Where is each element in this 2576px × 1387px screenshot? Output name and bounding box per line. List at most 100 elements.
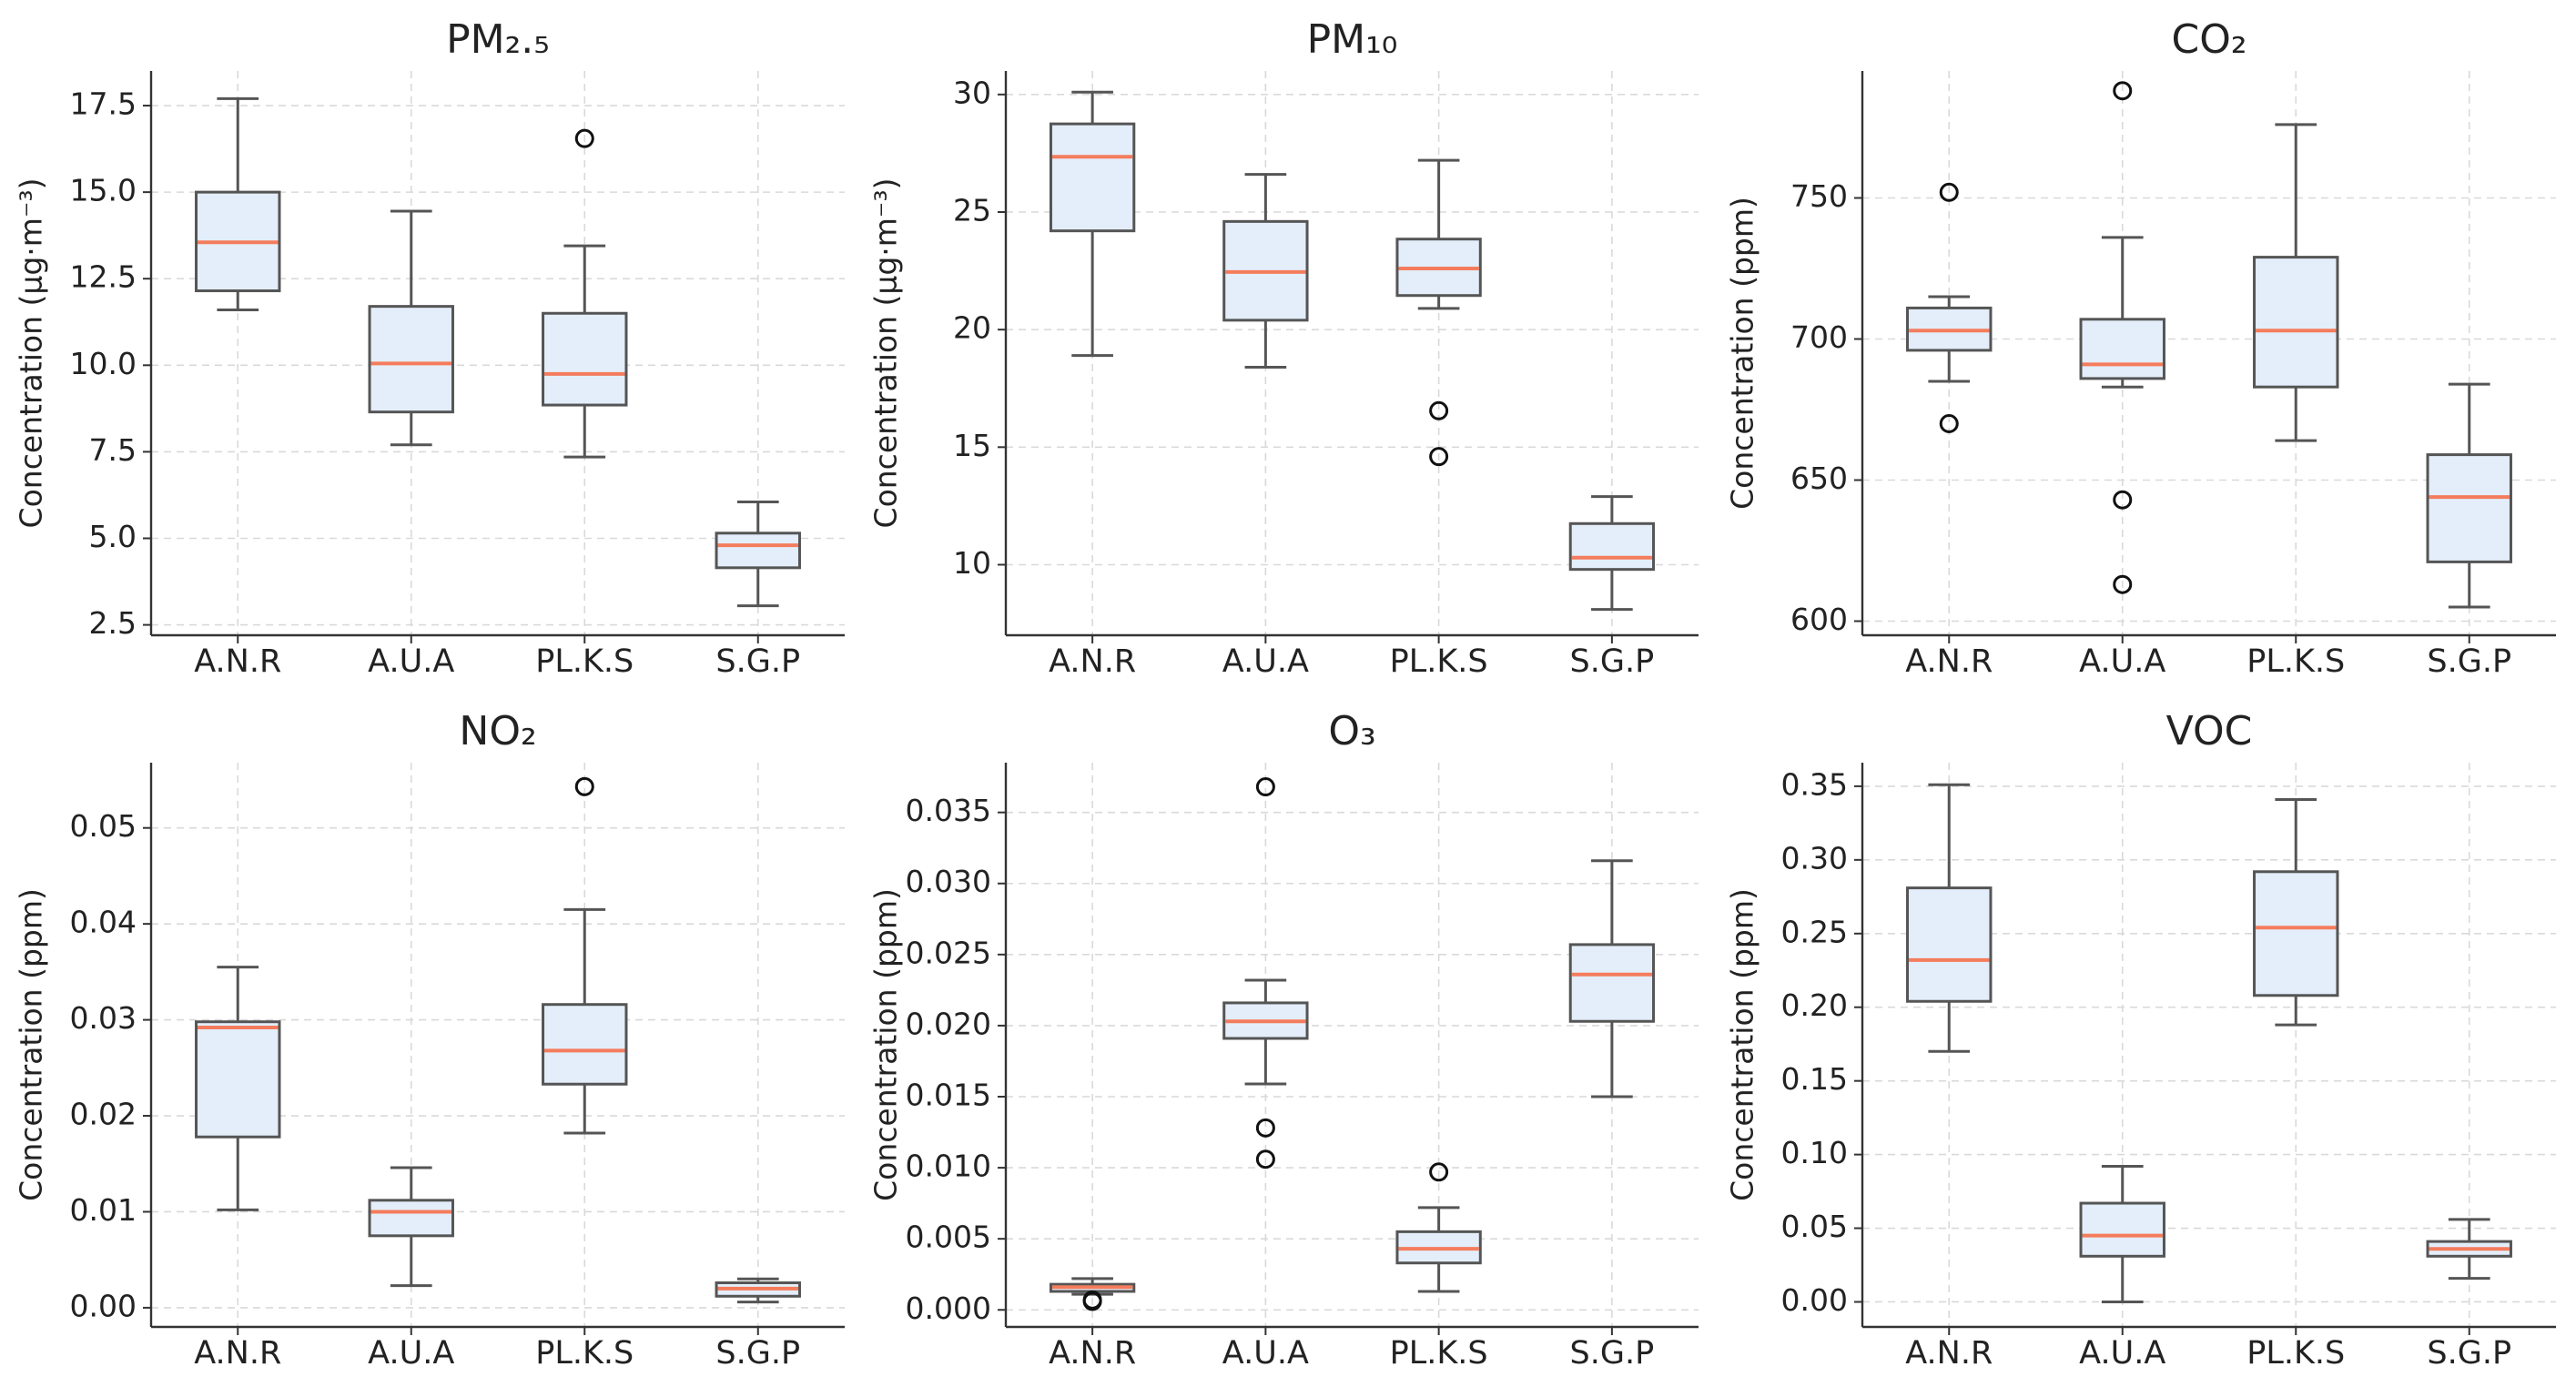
x-tick-label: S.G.P (715, 643, 800, 680)
outlier-point (1939, 414, 1959, 433)
y-tick-label: 0.25 (1781, 914, 1848, 949)
y-tick-label: 12.5 (70, 259, 137, 295)
y-tick-label: 0.020 (906, 1006, 991, 1041)
iqr-box (715, 532, 801, 570)
chart-title: CO₂ (2172, 16, 2247, 63)
y-tick-label: 10 (953, 545, 991, 581)
y-tick-label: 0.035 (906, 793, 991, 828)
y-tick-label: 0.04 (70, 905, 137, 940)
x-tick-label: A.U.A (2079, 1335, 2165, 1372)
box-A.N.R (195, 96, 281, 311)
chart-panel-1: 10 15 20 25 30 A.N.R A.U.A PL.K.S S.G.P PM₁₀ Conce… (868, 16, 1699, 680)
box-A.N.R (1049, 1277, 1136, 1311)
y-axis-label: Concentration (ppm) (1725, 888, 1760, 1201)
chart-panel-2: 600 650 700 750 A.N.R A.U.A PL.K.S S.G.P CO₂ Conc… (1725, 16, 2556, 680)
x-tick-label: S.G.P (1570, 1335, 1655, 1372)
box-PL.K.S (1395, 1162, 1482, 1293)
box-PL.K.S (2253, 797, 2339, 1027)
x-tick-label: PL.K.S (2246, 1335, 2345, 1372)
x-tick-label: S.G.P (1570, 643, 1655, 680)
y-tick-label: 17.5 (70, 86, 137, 122)
y-tick-label: 0.005 (906, 1220, 991, 1255)
outlier-point (1429, 447, 1449, 467)
y-axis-label: Concentration (μg·m⁻³) (868, 178, 904, 529)
y-axis-label: Concentration (ppm) (868, 888, 904, 1201)
y-tick-label: 0.025 (906, 935, 991, 970)
y-tick-label: 15.0 (70, 173, 137, 208)
box-A.N.R (1906, 182, 1993, 433)
y-tick-label: 0.05 (1781, 1209, 1848, 1244)
x-tick-label: PL.K.S (2246, 643, 2345, 680)
y-tick-label: 0.00 (70, 1288, 137, 1323)
y-tick-label: 0.02 (70, 1097, 137, 1132)
iqr-box (2426, 453, 2512, 563)
outlier-point (574, 128, 594, 148)
x-tick-label: A.U.A (368, 1335, 454, 1372)
y-axis-label: Concentration (ppm) (14, 888, 49, 1201)
y-tick-label: 2.5 (89, 605, 137, 641)
y-tick-label: 0.20 (1781, 987, 1848, 1023)
box-PL.K.S (542, 128, 628, 459)
iqr-box (1568, 521, 1656, 572)
box-A.U.A (2079, 81, 2165, 594)
x-tick-label: A.N.R (1049, 1335, 1136, 1372)
x-tick-label: A.U.A (2079, 643, 2165, 680)
y-tick-label: 7.5 (89, 432, 137, 468)
x-tick-label: S.G.P (2427, 643, 2511, 680)
y-tick-label: 0.15 (1781, 1061, 1848, 1097)
y-tick-label: 0.30 (1781, 840, 1848, 876)
chart-panel-0: 2.5 5.0 7.5 10.0 12.5 15.0 17.5 A.N.R A.U.A PL.K.… (14, 16, 845, 680)
outlier-point (2113, 81, 2133, 101)
box-S.G.P (715, 501, 801, 608)
y-tick-label: 0.10 (1781, 1135, 1848, 1170)
outlier-point (1429, 1162, 1449, 1182)
box-S.G.P (2426, 1218, 2512, 1281)
box-PL.K.S (2253, 123, 2339, 442)
box-PL.K.S (542, 776, 628, 1135)
y-tick-label: 30 (953, 75, 991, 110)
outlier-point (1429, 400, 1449, 420)
outlier-point (1255, 777, 1275, 797)
box-A.U.A (2079, 1165, 2165, 1303)
y-tick-label: 750 (1790, 178, 1848, 214)
outlier-point (2113, 490, 2133, 510)
iqr-box (368, 305, 454, 414)
y-tick-label: 0.35 (1781, 766, 1848, 802)
chart-title: VOC (2166, 708, 2253, 754)
x-tick-label: PL.K.S (1390, 643, 1488, 680)
iqr-box (2079, 318, 2165, 380)
x-tick-label: S.G.P (715, 1335, 800, 1372)
y-tick-label: 10.0 (70, 346, 137, 381)
y-tick-label: 0.01 (70, 1192, 137, 1228)
y-tick-label: 0.030 (906, 864, 991, 899)
y-tick-label: 20 (953, 310, 991, 346)
chart-panel-3: 0.00 0.01 0.02 0.03 0.04 0.05 A.N.R A.U.A PL.K.S… (14, 708, 845, 1372)
x-tick-label: S.G.P (2427, 1335, 2511, 1372)
x-tick-label: A.U.A (1222, 1335, 1309, 1372)
box-A.U.A (1222, 173, 1309, 369)
iqr-box (368, 1199, 454, 1238)
y-tick-label: 700 (1790, 319, 1848, 355)
outlier-point (574, 776, 594, 796)
x-tick-label: A.N.R (194, 1335, 281, 1372)
iqr-box (2253, 256, 2339, 389)
iqr-box (195, 1020, 281, 1139)
y-tick-label: 0.010 (906, 1149, 991, 1184)
outlier-point (2113, 574, 2133, 594)
outlier-point (1255, 1149, 1275, 1169)
chart-title: PM₂.₅ (446, 16, 550, 63)
box-S.G.P (1568, 495, 1656, 612)
x-tick-label: PL.K.S (535, 643, 634, 680)
chart-title: NO₂ (459, 708, 536, 754)
outlier-point (1255, 1118, 1275, 1138)
x-tick-label: A.N.R (194, 643, 281, 680)
y-tick-label: 650 (1790, 461, 1848, 496)
y-tick-label: 0.05 (70, 808, 137, 844)
iqr-box (542, 311, 628, 407)
x-tick-label: PL.K.S (1390, 1335, 1488, 1372)
y-tick-label: 0.03 (70, 1000, 137, 1036)
box-A.U.A (368, 1166, 454, 1288)
y-tick-label: 5.0 (89, 519, 137, 554)
chart-panel-5: 0.00 0.05 0.10 0.15 0.20 0.25 0.30 0.35 A.N.R A.U… (1725, 708, 2556, 1372)
chart-panel-4: 0.000 0.005 0.010 0.015 0.020 0.025 0.030 0.035… (868, 708, 1699, 1372)
